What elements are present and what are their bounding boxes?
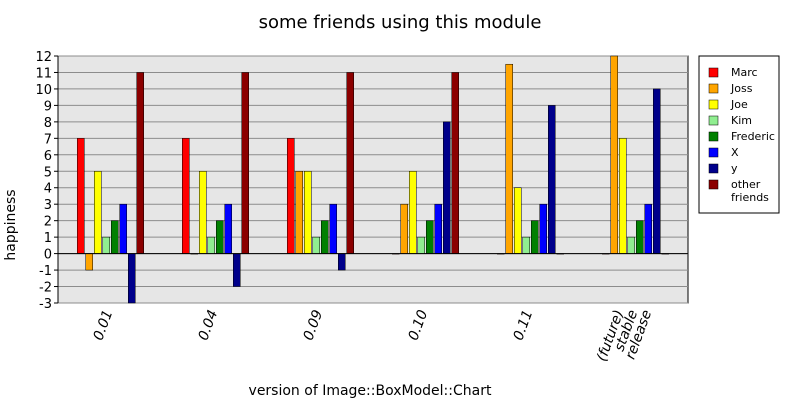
bar-y-4 <box>548 105 556 254</box>
bar-joe-1 <box>199 171 207 254</box>
bar-x-5 <box>644 203 652 254</box>
bar-joe-0 <box>94 171 102 254</box>
bar-joe-5 <box>619 138 627 254</box>
bar-x-0 <box>119 203 127 254</box>
bar-y-1 <box>233 253 241 287</box>
y-tick-label: 2 <box>44 215 52 230</box>
bar-other-friends-0 <box>136 72 144 254</box>
x-category-label: 0.11 <box>511 308 537 343</box>
bar-kim-4 <box>522 236 530 254</box>
legend-label-y: y <box>731 162 738 175</box>
y-tick-label: 3 <box>44 198 52 213</box>
bar-joe-2 <box>304 171 312 254</box>
legend-label-kim: Kim <box>731 114 752 127</box>
bar-frederic-2 <box>321 220 329 254</box>
legend-swatch-frederic <box>708 131 719 142</box>
bar-marc-0 <box>77 138 85 254</box>
bar-other-friends-2 <box>346 72 354 254</box>
bar-joss-0 <box>85 253 93 271</box>
bar-kim-5 <box>627 236 635 254</box>
legend-label-other-friends: friends <box>731 191 769 204</box>
bar-y-2 <box>338 253 346 271</box>
bar-joe-4 <box>514 187 522 254</box>
y-tick-label: 6 <box>44 149 52 164</box>
bar-frederic-1 <box>216 220 224 254</box>
legend-swatch-joss <box>708 83 719 94</box>
legend-label-frederic: Frederic <box>731 130 775 143</box>
bar-kim-1 <box>207 236 215 254</box>
y-tick-label: 12 <box>35 50 52 65</box>
x-category-label: 0.10 <box>406 308 432 343</box>
bar-x-4 <box>539 203 547 254</box>
legend-label-joss: Joss <box>730 82 753 95</box>
bar-frederic-4 <box>531 220 539 254</box>
bar-other-friends-3 <box>451 72 459 254</box>
y-tick-label: 10 <box>35 83 52 98</box>
y-tick-label: 11 <box>35 66 52 81</box>
bar-joss-4 <box>505 63 513 254</box>
y-tick-label: 5 <box>44 165 52 180</box>
bar-joss-3 <box>400 203 408 254</box>
legend-swatch-marc <box>708 67 719 78</box>
bar-x-1 <box>224 203 232 254</box>
y-tick-label: 8 <box>44 116 52 131</box>
y-tick-label: -1 <box>39 264 52 279</box>
x-axis-title: version of Image::BoxModel::Chart <box>249 383 492 399</box>
legend-swatch-y <box>708 163 719 174</box>
bar-marc-2 <box>287 138 295 254</box>
bar-x-3 <box>434 203 442 254</box>
x-category-label: 0.01 <box>91 308 117 343</box>
plot-area <box>57 55 689 304</box>
legend-label-marc: Marc <box>731 66 758 79</box>
y-tick-label: 0 <box>44 248 52 263</box>
x-category-label: 0.04 <box>196 308 222 343</box>
bar-y-3 <box>443 121 451 254</box>
legend-label-other-friends: other <box>731 178 761 191</box>
bar-kim-3 <box>417 236 425 254</box>
bar-other-friends-1 <box>241 72 249 254</box>
bar-y-0 <box>128 253 136 304</box>
legend-label-joe: Joe <box>730 98 748 111</box>
y-tick-label: 9 <box>44 99 52 114</box>
y-axis-title: happiness <box>3 189 19 260</box>
y-tick-label: 1 <box>44 231 52 246</box>
x-category-label: 0.09 <box>301 308 327 343</box>
bar-kim-2 <box>312 236 320 254</box>
legend-label-x: X <box>731 146 739 159</box>
bar-frederic-5 <box>636 220 644 254</box>
y-tick-label: -2 <box>39 281 52 296</box>
bar-kim-0 <box>102 236 110 254</box>
bar-x-2 <box>329 203 337 254</box>
y-tick-label: 7 <box>44 132 52 147</box>
bar-joe-3 <box>409 171 417 254</box>
legend-swatch-other-friends <box>708 179 719 190</box>
chart-title: some friends using this module <box>259 12 542 33</box>
bar-y-5 <box>653 88 661 254</box>
bar-joss-5 <box>610 55 618 254</box>
legend-swatch-x <box>708 147 719 158</box>
bar-frederic-3 <box>426 220 434 254</box>
y-tick-label: 4 <box>44 182 52 197</box>
bar-marc-1 <box>182 138 190 254</box>
y-tick-label: -3 <box>39 297 52 312</box>
legend-swatch-kim <box>708 115 719 126</box>
bar-joss-2 <box>295 171 303 254</box>
legend-swatch-joe <box>708 99 719 110</box>
bar-frederic-0 <box>111 220 119 254</box>
